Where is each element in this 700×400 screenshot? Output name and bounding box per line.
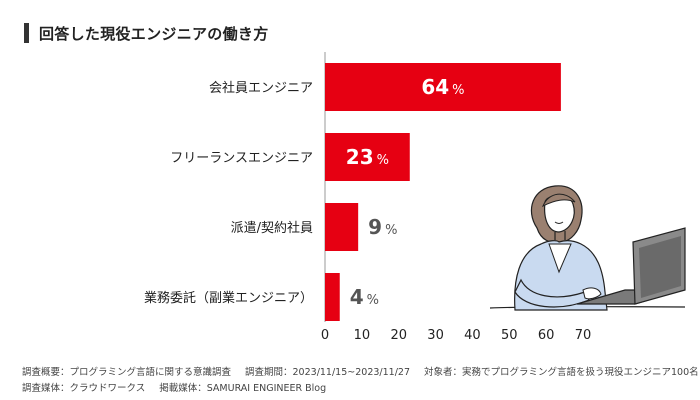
data-label-0: 64%: [421, 75, 464, 99]
bar-1: [325, 133, 410, 181]
x-tick-label-5: 50: [501, 328, 518, 343]
x-tick-label-3: 30: [427, 328, 444, 343]
x-tick-label-1: 10: [354, 328, 371, 343]
x-tick-label-4: 40: [464, 328, 481, 343]
bar-0: [325, 63, 561, 111]
category-label-3: 業務委託（副業エンジニア）: [144, 290, 313, 306]
data-label-1: 23%: [346, 145, 389, 169]
footer-line-2: 調査媒体：クラウドワークス 掲載媒体：SAMURAI ENGINEER Blog: [22, 380, 326, 394]
data-label-3: 4%: [350, 285, 379, 309]
bar-2: [325, 203, 359, 251]
category-label-2: 派遣/契約社員: [231, 220, 313, 236]
person-at-laptop-illustration: [489, 185, 686, 311]
x-tick-label-6: 60: [538, 328, 555, 343]
x-tick-label-7: 70: [575, 328, 592, 343]
chart-title-block: 回答した現役エンジニアの働き方: [24, 22, 269, 44]
footer-survey-period: 調査期間：2023/11/15~2023/11/27: [245, 367, 410, 378]
footer-published-media: 掲載媒体：SAMURAI ENGINEER Blog: [159, 383, 327, 394]
x-tick-label-0: 0: [321, 328, 329, 343]
footer-line-1: 調査概要：プログラミング言語に関する意識調査 調査期間：2023/11/15~20…: [22, 364, 699, 378]
title-accent-bar: [24, 23, 29, 43]
chart-title: 回答した現役エンジニアの働き方: [39, 24, 269, 43]
x-tick-label-2: 20: [390, 328, 407, 343]
data-label-2: 9%: [368, 215, 397, 239]
footer-survey-media: 調査媒体：クラウドワークス: [22, 383, 146, 394]
footer-survey-summary: 調査概要：プログラミング言語に関する意識調査: [22, 367, 232, 378]
category-label-1: フリーランスエンジニア: [170, 151, 313, 166]
footer-survey-target: 対象者：実務でプログラミング言語を扱う現役エンジニア100名: [424, 367, 699, 378]
bar-3: [325, 273, 340, 321]
category-label-0: 会社員エンジニア: [209, 80, 313, 96]
